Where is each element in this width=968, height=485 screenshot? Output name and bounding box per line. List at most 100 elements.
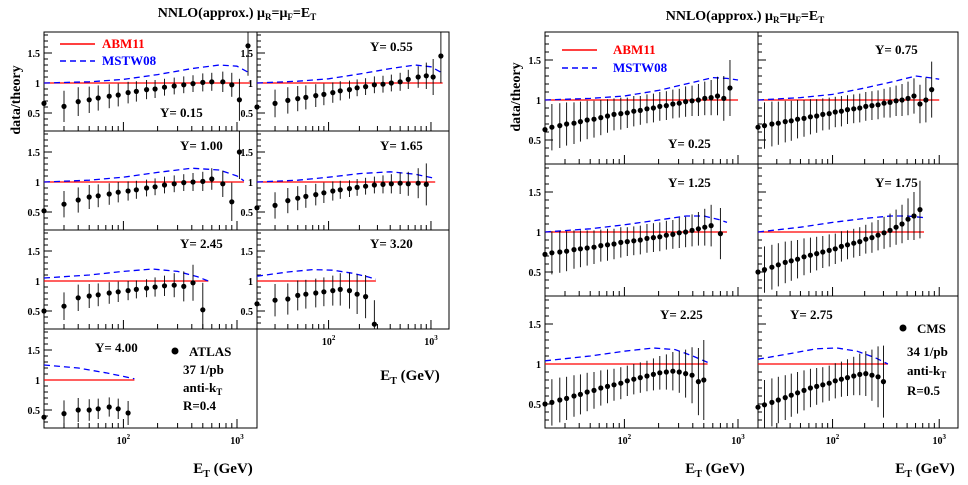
data-point — [637, 107, 643, 113]
data-point — [769, 399, 775, 405]
x-tick-label: 102 — [618, 433, 632, 447]
data-point — [542, 401, 548, 407]
data-point — [303, 94, 309, 100]
data-point — [814, 113, 820, 119]
data-point — [363, 183, 369, 189]
panel-rapidity-label: Y= 1.00 — [180, 138, 223, 153]
experiment-marker — [171, 347, 179, 355]
data-point — [190, 179, 196, 185]
data-point — [41, 100, 47, 106]
panel-2.75: 102 103 Y= 2.75 — [755, 295, 959, 447]
data-point — [303, 193, 309, 199]
data-point — [832, 378, 838, 384]
data-point — [801, 254, 807, 260]
data-point — [875, 232, 881, 238]
data-point — [557, 249, 563, 255]
data-point — [229, 199, 235, 205]
y-tick-label: 0.5 — [529, 268, 542, 279]
data-point — [844, 375, 851, 381]
data-point — [75, 407, 81, 413]
data-point — [721, 95, 727, 101]
data-point — [604, 113, 611, 119]
data-point — [755, 404, 761, 410]
y-tick-label: 1.5 — [241, 148, 254, 159]
data-point — [769, 264, 775, 270]
y-tick-label: 1 — [536, 228, 541, 239]
data-point — [181, 283, 187, 289]
mstw08-curve — [544, 347, 708, 363]
data-point — [161, 84, 168, 90]
data-point — [670, 368, 676, 374]
data-point — [285, 198, 291, 204]
data-point — [549, 399, 555, 405]
data-point — [571, 247, 577, 253]
right-experiment-box: CMS 34 1/pb anti-kT R=0.5 — [899, 321, 948, 398]
data-point — [171, 83, 177, 89]
data-point — [285, 97, 291, 103]
panel-1.00: 0.5 1 1.5 Y= 1.00 — [28, 130, 258, 231]
data-point — [689, 372, 695, 378]
data-point — [663, 103, 669, 109]
panel-rapidity-label: Y= 0.75 — [875, 42, 918, 57]
data-point — [832, 246, 838, 252]
panel-3.20: 0.5 1 1.5 102 103 Y= 3.20 — [241, 229, 450, 348]
data-point — [86, 293, 92, 299]
data-point — [670, 101, 676, 107]
data-point — [857, 105, 863, 111]
experiment-name: ATLAS — [189, 344, 231, 359]
data-point — [857, 239, 863, 245]
data-point — [171, 282, 177, 288]
data-point — [794, 256, 801, 262]
mstw08-curve — [544, 76, 739, 101]
data-point — [254, 104, 260, 110]
mstw08-curve — [757, 347, 889, 365]
data-point — [657, 103, 663, 109]
data-point — [577, 391, 584, 397]
data-point — [115, 189, 121, 195]
data-point — [161, 283, 168, 289]
data-point — [337, 88, 343, 94]
data-point — [86, 97, 92, 103]
data-point — [807, 385, 814, 391]
data-point — [663, 232, 669, 238]
data-point — [564, 248, 570, 254]
panel-0.15: 0.5 1 1.5 Y= 0.15 — [28, 31, 258, 132]
data-point — [397, 79, 403, 85]
right-xlabel-left: ET (GeV) — [685, 461, 745, 480]
data-point — [801, 387, 807, 393]
legend-mstw08-label: MSTW08 — [102, 53, 157, 68]
data-point — [637, 375, 643, 381]
y-tick-label: 0.5 — [28, 109, 41, 120]
panel-0.55: 0.5 1 1.5 Y= 0.55 — [241, 31, 450, 132]
data-point — [346, 87, 353, 93]
data-point — [844, 107, 851, 113]
data-point — [917, 207, 923, 213]
data-point — [95, 406, 101, 412]
data-point — [321, 91, 327, 97]
data-point — [272, 100, 278, 106]
data-point — [584, 245, 590, 251]
left-figure-atlas: NNLO(approx.) μR=μF=ET data/theory ET (G… — [9, 6, 450, 480]
data-point — [330, 288, 336, 294]
data-point — [598, 115, 604, 121]
x-tick-label: 103 — [230, 433, 244, 447]
data-point — [229, 82, 235, 88]
data-point — [591, 244, 597, 250]
y-tick-label: 0.5 — [241, 307, 254, 318]
mstw08-curve — [256, 171, 436, 183]
data-point — [875, 374, 881, 380]
data-point — [200, 178, 206, 184]
data-point — [200, 79, 206, 85]
data-point — [761, 123, 768, 129]
data-point — [893, 224, 899, 230]
experiment-name: CMS — [917, 321, 946, 336]
data-point — [708, 95, 714, 101]
mstw08-curve — [256, 64, 442, 84]
data-point — [844, 242, 851, 248]
data-point — [650, 105, 656, 111]
data-point — [755, 124, 761, 130]
data-point — [820, 382, 826, 388]
panel-rapidity-label: Y= 4.00 — [95, 340, 138, 355]
data-point — [125, 90, 131, 96]
data-point — [598, 243, 604, 249]
